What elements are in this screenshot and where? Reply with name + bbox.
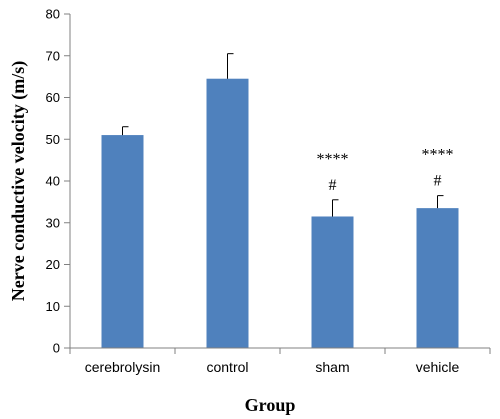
y-tick-label: 70 (46, 48, 60, 63)
bar-sham (311, 216, 354, 348)
y-tick-label: 30 (46, 215, 60, 230)
category-label-vehicle: vehicle (416, 359, 460, 375)
category-label-cerebrolysin: cerebrolysin (85, 359, 160, 375)
category-label-control: control (206, 359, 248, 375)
annotation-sham: **** (317, 151, 349, 168)
y-tick-label: 0 (53, 341, 60, 356)
y-tick-label: 50 (46, 132, 60, 147)
bar-cerebrolysin (101, 135, 144, 348)
y-tick-label: 40 (46, 174, 60, 189)
y-axis-title: Nerve conductive velocity (m/s) (8, 61, 29, 301)
x-axis-title: Group (245, 395, 296, 415)
y-tick-label: 80 (46, 7, 60, 22)
y-tick-label: 60 (46, 90, 60, 105)
annotation-sham: # (329, 177, 337, 194)
bar-vehicle (416, 208, 459, 348)
category-label-sham: sham (315, 359, 349, 375)
y-tick-label: 10 (46, 299, 60, 314)
annotations: **** # **** # (317, 147, 454, 194)
error-bars (122, 53, 444, 217)
annotation-vehicle: **** (422, 147, 454, 164)
bars (101, 78, 459, 349)
bar-control (206, 78, 249, 349)
y-axis-ticks: 0 10 20 30 40 50 60 70 80 (46, 7, 70, 356)
annotation-vehicle: # (434, 173, 442, 190)
y-tick-label: 20 (46, 257, 60, 272)
x-axis-categories: cerebrolysin control sham vehicle (85, 348, 491, 375)
